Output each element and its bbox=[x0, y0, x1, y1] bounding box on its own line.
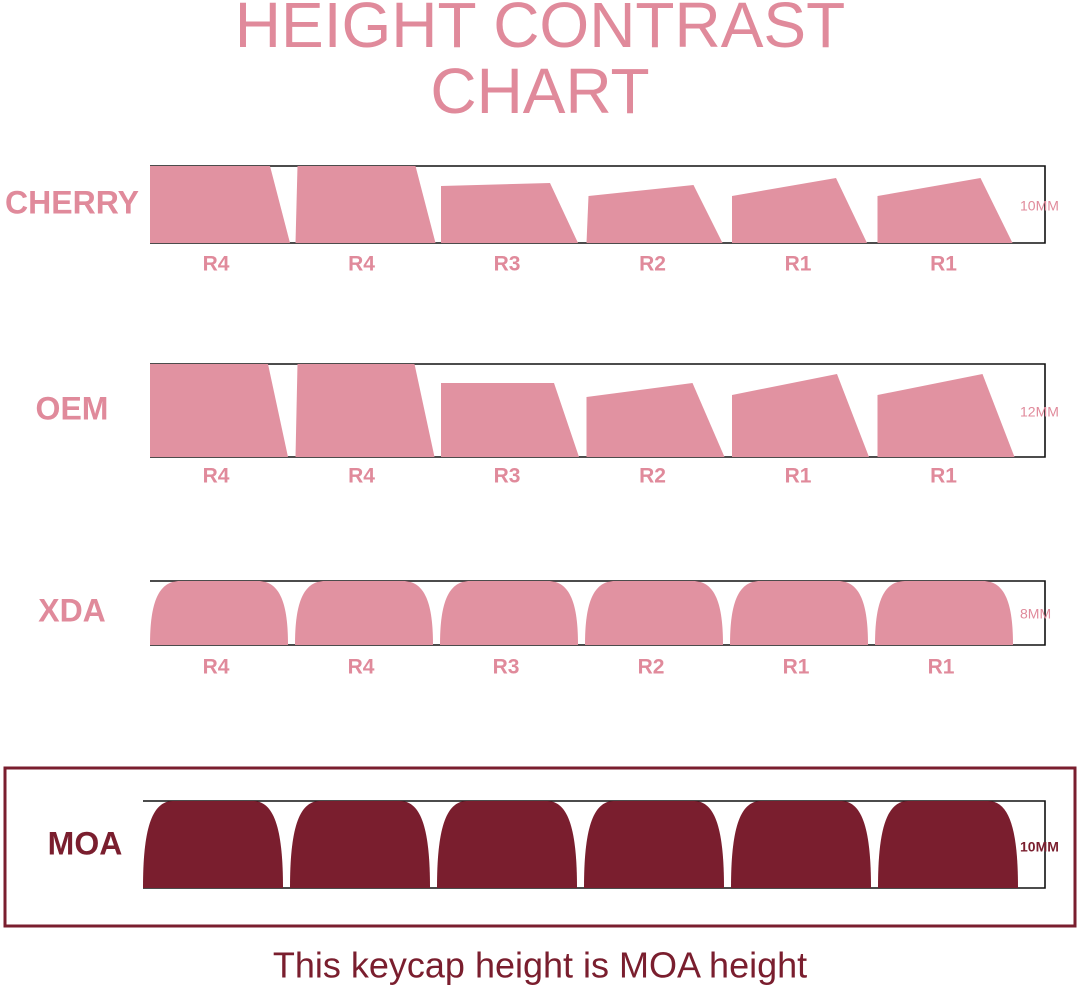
row-label: R3 bbox=[494, 253, 521, 276]
row-label: R4 bbox=[203, 656, 230, 679]
row-label: R3 bbox=[494, 465, 521, 488]
row-label: R4 bbox=[203, 465, 230, 488]
keycap bbox=[295, 364, 435, 457]
keycap bbox=[150, 581, 288, 645]
profile-name: OEM bbox=[36, 390, 109, 426]
row-label: R1 bbox=[783, 656, 810, 679]
height-label: 10MM bbox=[1020, 839, 1059, 855]
row-label: R4 bbox=[348, 656, 375, 679]
keycap bbox=[586, 185, 723, 243]
row-label: R2 bbox=[638, 656, 665, 679]
row-label: R4 bbox=[203, 253, 230, 276]
keycap bbox=[877, 374, 1015, 457]
keycap bbox=[585, 581, 723, 645]
row-label: R1 bbox=[785, 253, 812, 276]
row-label: R1 bbox=[930, 253, 957, 276]
profile-name: XDA bbox=[38, 592, 106, 628]
keycap bbox=[584, 801, 724, 888]
keycap bbox=[295, 166, 436, 243]
keycap bbox=[586, 383, 725, 457]
row-label: R2 bbox=[639, 253, 666, 276]
row-label: R1 bbox=[785, 465, 812, 488]
title-line: HEIGHT CONTRAST bbox=[235, 0, 845, 61]
keycap bbox=[441, 383, 579, 457]
height-label: 8MM bbox=[1020, 606, 1051, 622]
keycap bbox=[295, 581, 433, 645]
row-label: R3 bbox=[493, 656, 520, 679]
title-line: CHART bbox=[430, 55, 649, 127]
keycap bbox=[437, 801, 577, 888]
keycap bbox=[150, 364, 288, 457]
height-label: 12MM bbox=[1020, 404, 1059, 420]
row-label: R1 bbox=[930, 465, 957, 488]
profile-name: CHERRY bbox=[5, 184, 139, 220]
keycap bbox=[877, 178, 1013, 243]
row-label: R4 bbox=[348, 253, 375, 276]
keycap bbox=[730, 581, 868, 645]
row-label: R2 bbox=[639, 465, 666, 488]
profile-name: MOA bbox=[48, 825, 123, 861]
keycap bbox=[150, 166, 290, 243]
row-label: R4 bbox=[348, 465, 375, 488]
row-label: R1 bbox=[928, 656, 955, 679]
moa-box bbox=[3, 766, 1077, 928]
keycap bbox=[875, 581, 1013, 645]
keycap bbox=[732, 178, 867, 243]
keycap bbox=[441, 183, 578, 243]
footer: This keycap height is MOA height bbox=[273, 945, 807, 986]
keycap bbox=[440, 581, 578, 645]
height-label: 10MM bbox=[1020, 198, 1059, 214]
keycap bbox=[731, 801, 871, 888]
keycap bbox=[143, 801, 283, 888]
keycap bbox=[290, 801, 430, 888]
keycap bbox=[878, 801, 1018, 888]
keycap bbox=[732, 374, 869, 457]
